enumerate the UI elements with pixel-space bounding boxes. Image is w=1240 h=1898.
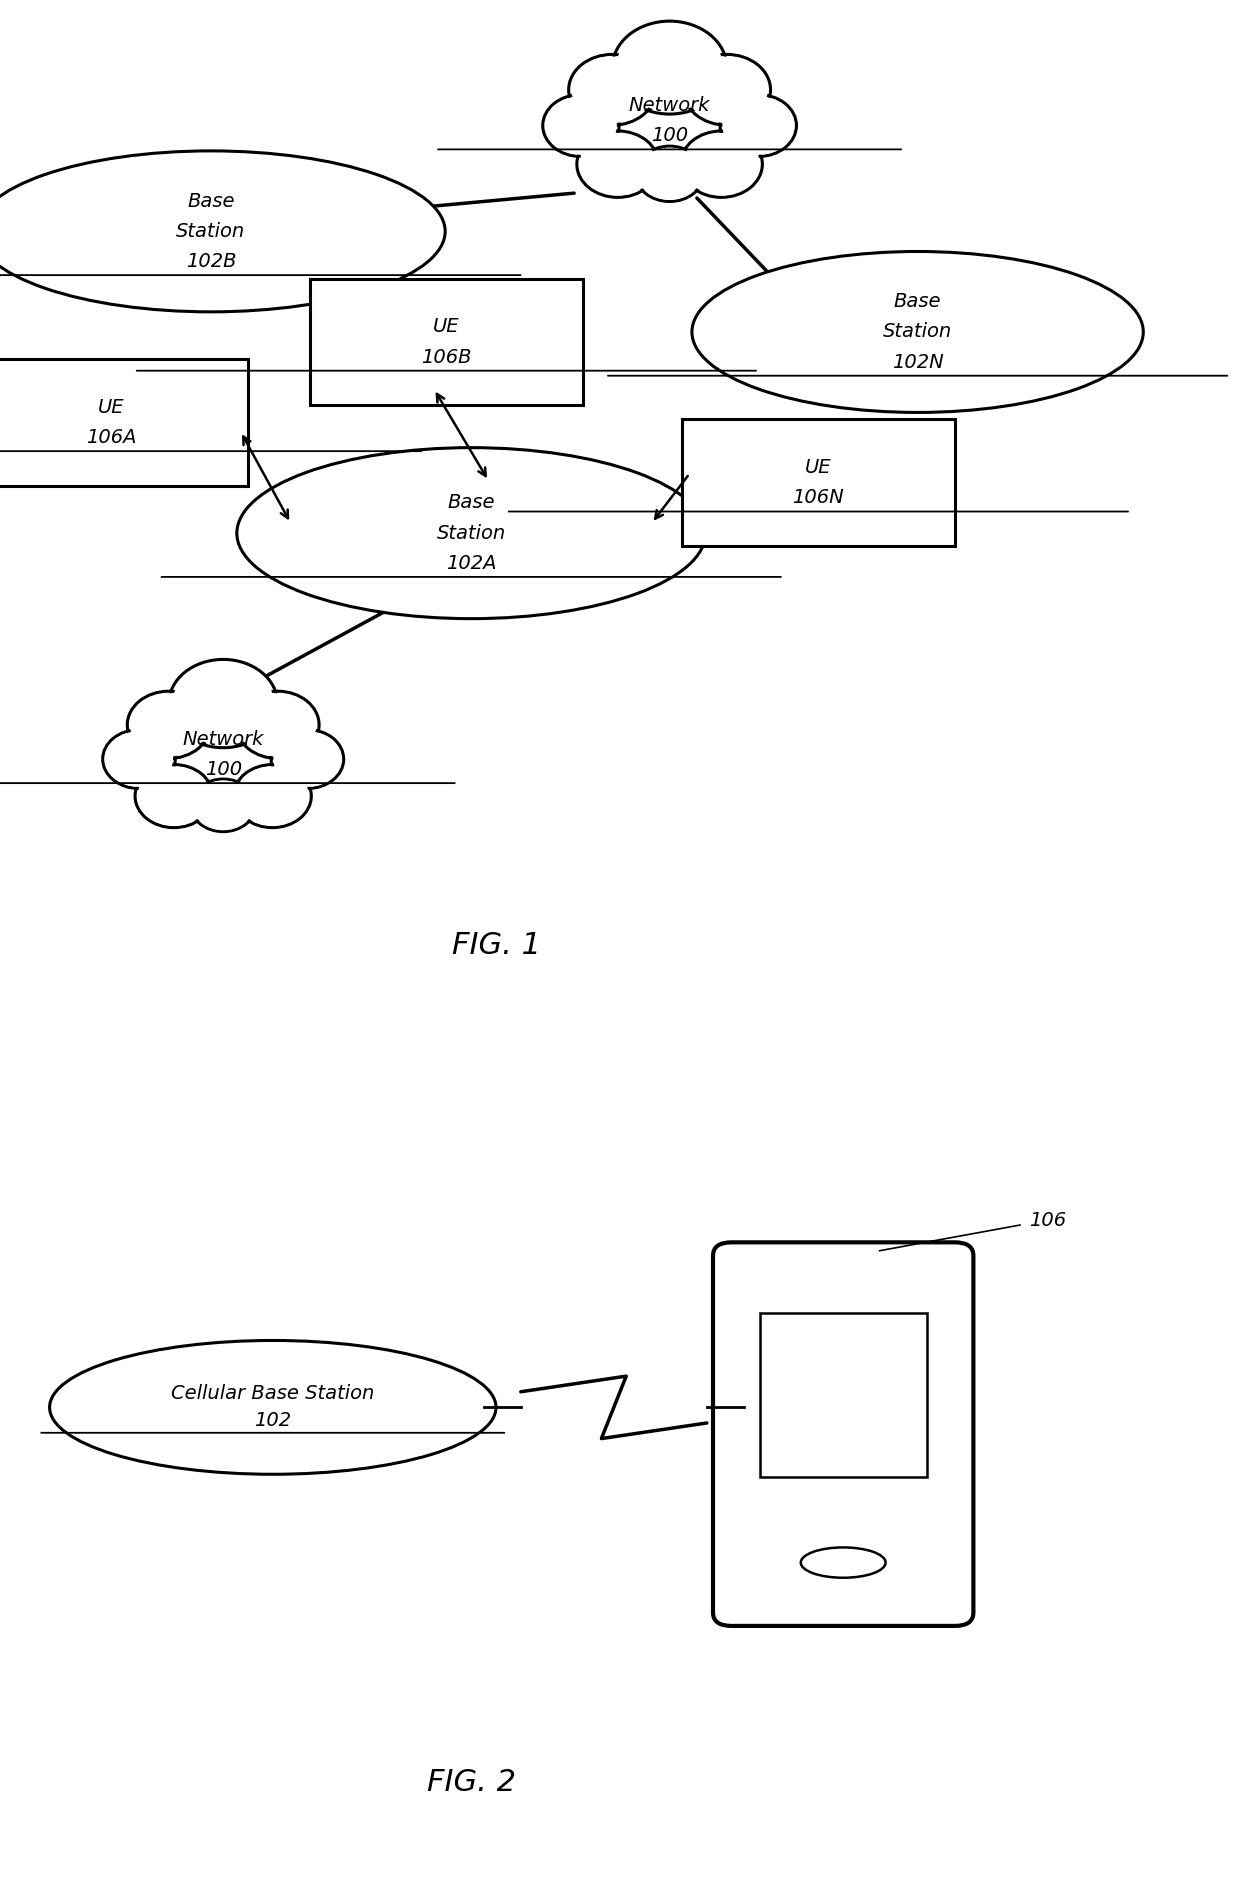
Text: Network: Network: [629, 97, 711, 116]
Text: 106N: 106N: [792, 488, 844, 507]
Circle shape: [130, 695, 207, 755]
Circle shape: [580, 133, 656, 195]
Circle shape: [616, 25, 723, 110]
Circle shape: [272, 729, 343, 788]
Circle shape: [233, 765, 311, 828]
Text: 102A: 102A: [446, 554, 496, 573]
Ellipse shape: [50, 1340, 496, 1475]
Text: FIG. 2: FIG. 2: [427, 1767, 516, 1797]
Circle shape: [569, 55, 656, 125]
Text: 106: 106: [1029, 1211, 1066, 1230]
Text: 102N: 102N: [892, 353, 944, 372]
Text: 106B: 106B: [422, 347, 471, 366]
Circle shape: [191, 778, 255, 831]
Text: 102: 102: [254, 1412, 291, 1431]
Circle shape: [169, 659, 278, 748]
FancyBboxPatch shape: [759, 1313, 928, 1477]
Text: UE: UE: [805, 457, 832, 476]
Circle shape: [236, 691, 319, 759]
Circle shape: [683, 133, 759, 195]
Circle shape: [237, 767, 309, 826]
Circle shape: [635, 146, 704, 201]
Circle shape: [572, 57, 652, 121]
Circle shape: [239, 695, 316, 755]
Text: UE: UE: [433, 317, 460, 336]
Text: Base: Base: [894, 292, 941, 311]
FancyBboxPatch shape: [310, 279, 583, 406]
Circle shape: [174, 662, 273, 744]
Text: Station: Station: [436, 524, 506, 543]
FancyBboxPatch shape: [713, 1243, 973, 1627]
Circle shape: [193, 782, 253, 829]
Circle shape: [135, 765, 213, 828]
FancyBboxPatch shape: [682, 419, 955, 547]
Circle shape: [577, 131, 658, 197]
Text: UE: UE: [98, 399, 125, 418]
Text: Cellular Base Station: Cellular Base Station: [171, 1384, 374, 1403]
Circle shape: [683, 55, 770, 125]
Text: 106A: 106A: [87, 429, 136, 448]
Text: Network: Network: [182, 731, 264, 750]
Circle shape: [687, 57, 768, 121]
Circle shape: [723, 97, 794, 154]
Circle shape: [105, 733, 172, 786]
Circle shape: [639, 148, 701, 199]
Circle shape: [138, 767, 210, 826]
Circle shape: [681, 131, 763, 197]
Circle shape: [546, 97, 616, 154]
Text: Base: Base: [448, 493, 495, 512]
Text: Base: Base: [187, 192, 234, 211]
Text: 100: 100: [651, 127, 688, 146]
Text: Station: Station: [176, 222, 246, 241]
Circle shape: [613, 21, 727, 114]
Ellipse shape: [692, 251, 1143, 412]
Text: 100: 100: [205, 759, 242, 778]
Circle shape: [274, 733, 341, 786]
Text: 102B: 102B: [186, 252, 236, 271]
Ellipse shape: [0, 150, 445, 311]
Circle shape: [543, 95, 619, 156]
Circle shape: [720, 95, 796, 156]
Ellipse shape: [237, 448, 706, 619]
Text: Station: Station: [883, 323, 952, 342]
Text: FIG. 1: FIG. 1: [451, 932, 541, 960]
FancyBboxPatch shape: [0, 359, 248, 486]
Circle shape: [103, 729, 175, 788]
Circle shape: [128, 691, 211, 759]
Ellipse shape: [801, 1547, 885, 1577]
